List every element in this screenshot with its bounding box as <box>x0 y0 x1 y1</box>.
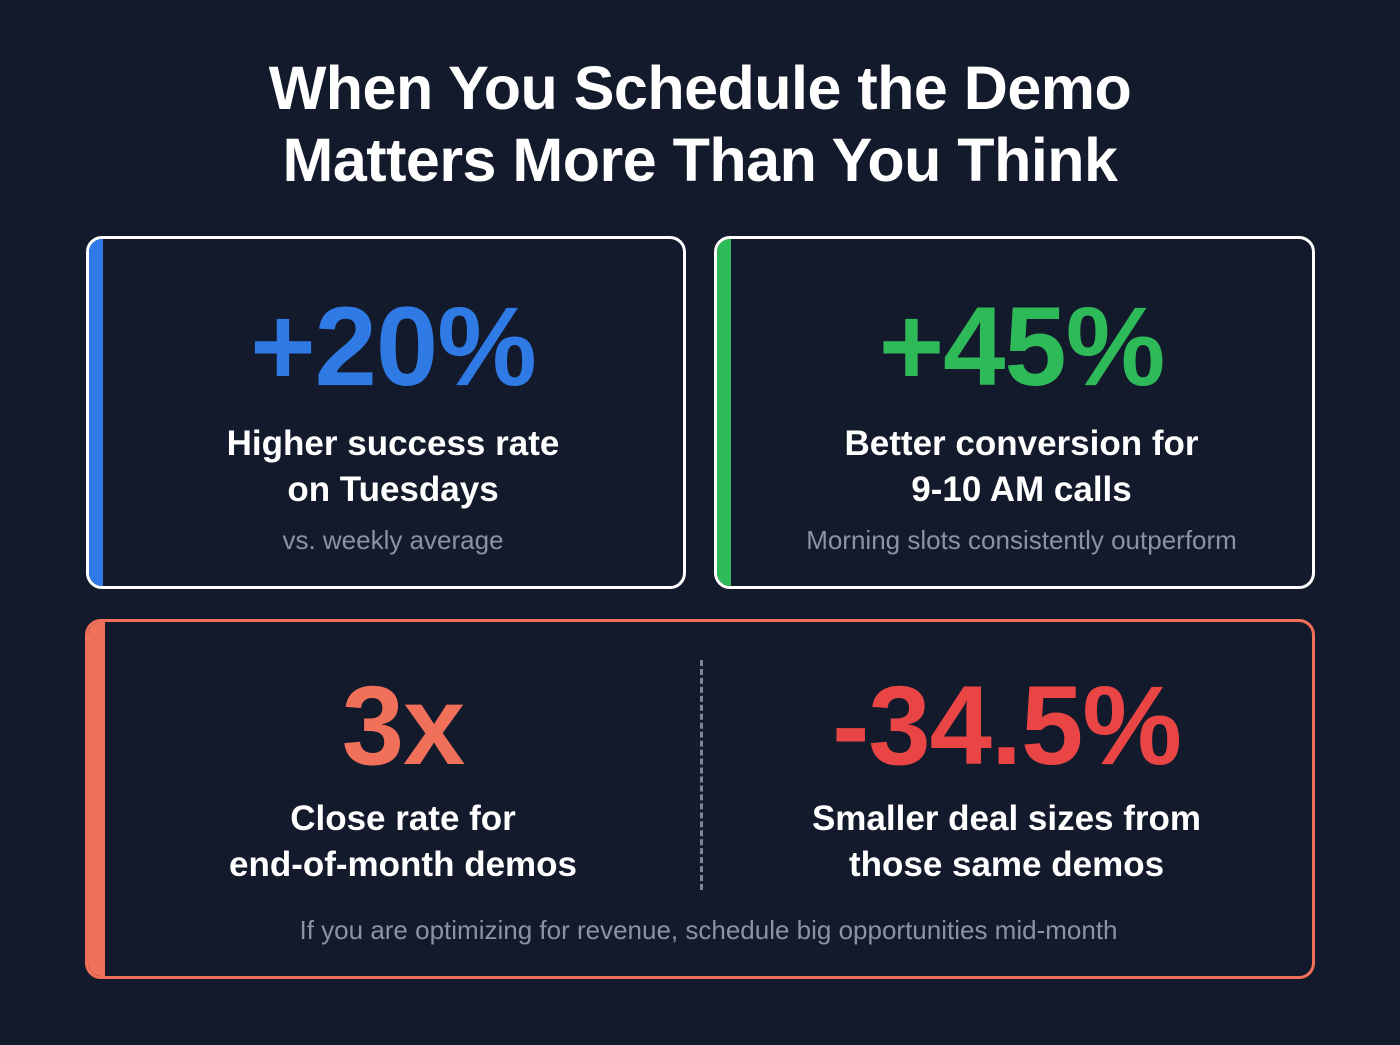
stat-label: Higher success rate on Tuesdays <box>103 421 683 513</box>
stat-label-line-2: those same demos <box>848 845 1165 884</box>
stat-subtext: Morning slots consistently outperform <box>806 525 1237 555</box>
stat-deal-size: -34.5% Smaller deal sizes from those sam… <box>701 622 1312 976</box>
stat-label: Close rate for end-of-month demos <box>105 796 701 888</box>
stat-value: +45% <box>878 284 1166 409</box>
stat-card-tuesdays: +20% Higher success rate on Tuesdays vs.… <box>86 236 686 589</box>
stat-label-line-1: Smaller deal sizes from <box>811 799 1202 838</box>
stat-card-morning-calls: +45% Better conversion for 9-10 AM calls… <box>714 236 1315 589</box>
title-line-2: Matters More Than You Think <box>282 126 1118 194</box>
stat-label-line-1: Close rate for <box>290 799 516 838</box>
stat-close-rate: 3x Close rate for end-of-month demos <box>105 622 701 976</box>
footnote: If you are optimizing for revenue, sched… <box>299 915 1118 945</box>
stat-label-line-1: Better conversion for <box>844 424 1199 463</box>
stat-subtext: vs. weekly average <box>282 525 504 555</box>
stat-label: Smaller deal sizes from those same demos <box>701 796 1312 888</box>
stat-label-line-1: Higher success rate <box>226 424 560 463</box>
stat-value: -34.5% <box>832 663 1182 788</box>
dashed-divider <box>700 660 703 890</box>
accent-bar <box>717 239 731 586</box>
stat-value: 3x <box>341 663 466 788</box>
stat-value: +20% <box>250 284 537 409</box>
stat-label-line-2: 9-10 AM calls <box>911 470 1132 509</box>
page-title: When You Schedule the Demo Matters More … <box>0 52 1400 196</box>
accent-bar <box>88 622 105 976</box>
stat-card-end-of-month: 3x Close rate for end-of-month demos -34… <box>85 619 1315 979</box>
stat-label-line-2: end-of-month demos <box>228 845 578 884</box>
stat-label: Better conversion for 9-10 AM calls <box>731 421 1312 513</box>
stat-label-line-2: on Tuesdays <box>287 470 499 509</box>
accent-bar <box>89 239 103 586</box>
title-line-1: When You Schedule the Demo <box>268 54 1132 122</box>
